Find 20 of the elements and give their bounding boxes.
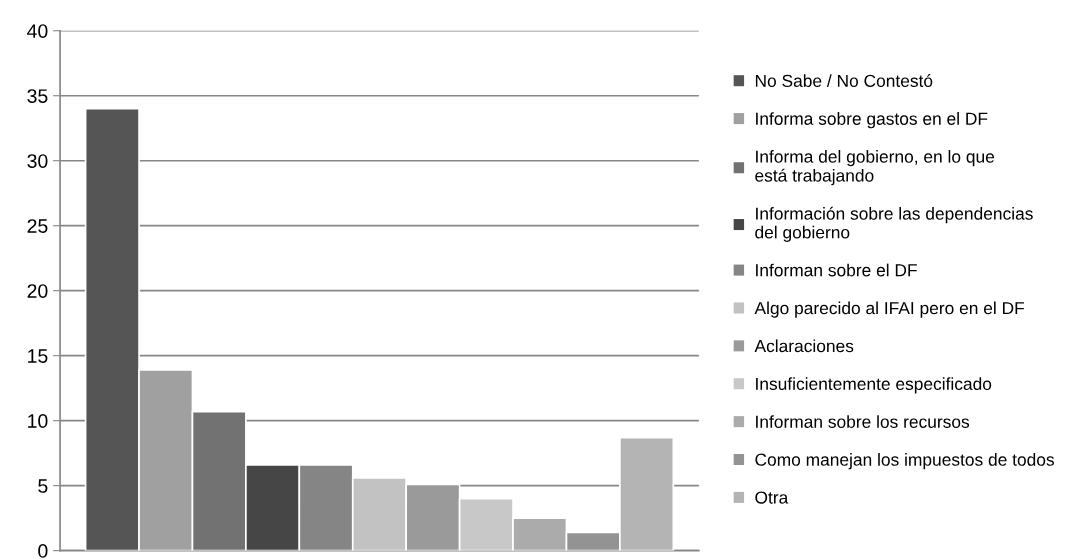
legend-label: Insuficientemente especificado bbox=[756, 377, 992, 394]
y-tick-label: 20 bbox=[27, 284, 48, 298]
y-tick-label: 5 bbox=[38, 479, 48, 493]
legend-label: Informan sobre el DF bbox=[756, 263, 917, 277]
legend-label: Aclaraciones bbox=[754, 339, 854, 353]
y-tick-label: 15 bbox=[28, 349, 48, 363]
legend-label: Informan sobre los recursos bbox=[756, 415, 970, 428]
y-tick-label: 35 bbox=[27, 89, 48, 103]
y-tick-label: 0 bbox=[38, 544, 48, 558]
y-tick-label: 25 bbox=[27, 219, 48, 233]
legend-label: Algo parecido al IFAI pero en el DF bbox=[754, 301, 1025, 318]
legend-label: No Sabe / No Contestó bbox=[755, 74, 933, 87]
legend-label: Otra bbox=[755, 491, 789, 504]
y-tick-label: 10 bbox=[28, 414, 48, 428]
y-tick-label: 40 bbox=[27, 24, 48, 38]
legend-label: Informa sobre gastos en el DF bbox=[756, 112, 988, 129]
y-tick-label: 30 bbox=[27, 154, 48, 168]
legend-label: Información sobre las dependencias del gobierno bbox=[755, 206, 1033, 242]
legend-label: Informa del gobierno, en lo que está trabajando bbox=[755, 150, 995, 186]
legend-label: Como manejan los impuestos de todos bbox=[755, 453, 1054, 470]
